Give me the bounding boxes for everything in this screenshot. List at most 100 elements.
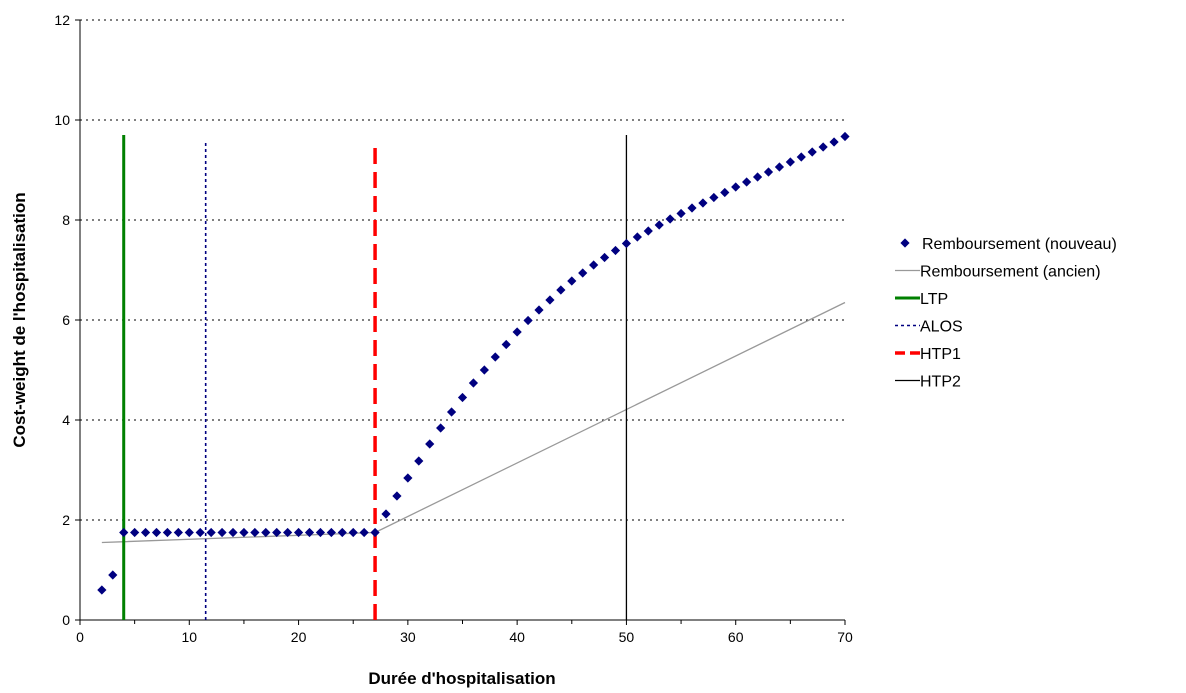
tick-labels: 0 2 4 6 8 10 12 0 10 20 30 40 50 60 70 [54,12,853,645]
data-point [709,192,719,203]
data-point [523,315,533,326]
data-point [195,527,205,538]
data-point [763,167,774,177]
data-point [720,187,730,198]
data-point [599,252,610,263]
y-tick-label-5: 10 [54,112,70,128]
legend-label-htp1: HTP1 [920,346,961,363]
data-point [752,172,763,182]
plot-area [97,131,850,620]
data-point [184,527,194,538]
data-point [119,527,129,538]
data-point [151,527,162,538]
data-point [632,232,642,242]
data-point [173,527,183,538]
data-point [468,378,479,388]
data-point [698,198,708,208]
legend: Remboursement (nouveau) Remboursement (an… [895,236,1117,391]
data-point [501,339,511,350]
data-point [567,276,577,286]
data-point [436,423,446,433]
data-point [643,226,653,236]
data-point [731,182,741,192]
data-point [818,142,828,152]
y-axis-title: Cost-weight de l'hospitalisation [10,192,29,447]
x-tick-label-0: 0 [76,629,84,645]
legend-swatch-remboursement-nouveau [900,238,910,248]
x-tick-label-1: 10 [181,629,197,645]
x-tick-label-4: 40 [509,629,525,645]
data-point [250,527,260,538]
data-point [512,327,522,337]
data-point [545,295,555,305]
data-point [381,509,391,519]
data-point [403,473,413,483]
data-point [534,305,544,315]
data-point [392,491,402,501]
data-point [108,570,118,580]
data-point [742,177,752,187]
data-point [621,238,632,249]
y-tick-label-4: 8 [62,212,70,228]
x-tick-label-2: 20 [291,629,307,645]
data-point [556,285,566,295]
x-tick-label-6: 60 [728,629,744,645]
y-tick-label-1: 2 [62,512,70,528]
data-point [261,527,271,538]
data-point [479,365,489,375]
gridlines [80,19,845,521]
data-point [807,147,817,157]
data-point [217,527,227,538]
x-axis-title: Durée d'hospitalisation [368,669,555,688]
data-point [457,392,468,403]
data-point [293,527,304,538]
data-point [359,527,369,538]
y-tick-label-0: 0 [62,612,70,628]
data-point [654,220,664,230]
data-point [785,157,795,167]
data-point [610,245,621,256]
data-point [239,527,249,538]
data-point [829,137,839,147]
x-tick-label-7: 70 [837,629,853,645]
data-point [840,131,850,142]
data-point [446,407,457,417]
data-point [337,527,347,538]
y-tick-label-3: 6 [62,312,70,328]
data-point [130,527,140,538]
axes [75,19,846,625]
data-point [140,527,151,538]
y-tick-label-2: 4 [62,412,70,428]
x-tick-label-3: 30 [400,629,416,645]
legend-label-remboursement-ancien: Remboursement (ancien) [920,264,1101,281]
legend-label-alos: ALOS [920,319,963,336]
data-point [687,203,697,213]
data-point [162,527,173,538]
data-point [414,456,424,466]
data-point [304,527,315,538]
legend-label-htp2: HTP2 [920,374,961,391]
legend-label-remboursement-nouveau: Remboursement (nouveau) [922,236,1117,253]
data-point [228,527,238,538]
data-point [774,162,785,172]
data-point [206,527,216,538]
data-point [676,208,686,219]
data-point [425,439,435,449]
data-point [272,527,282,538]
y-tick-label-6: 12 [54,12,70,28]
data-point [97,585,107,595]
data-point [370,527,380,538]
data-point [348,527,358,538]
data-point [589,260,599,270]
data-point [578,268,588,278]
x-tick-label-5: 50 [619,629,635,645]
data-point [315,527,326,538]
legend-label-ltp: LTP [920,291,948,308]
data-point [665,214,675,224]
data-point [796,152,806,162]
data-point [326,527,336,538]
series-line-remboursement-ancien [101,301,846,544]
data-point [490,352,500,362]
data-point [283,527,293,538]
